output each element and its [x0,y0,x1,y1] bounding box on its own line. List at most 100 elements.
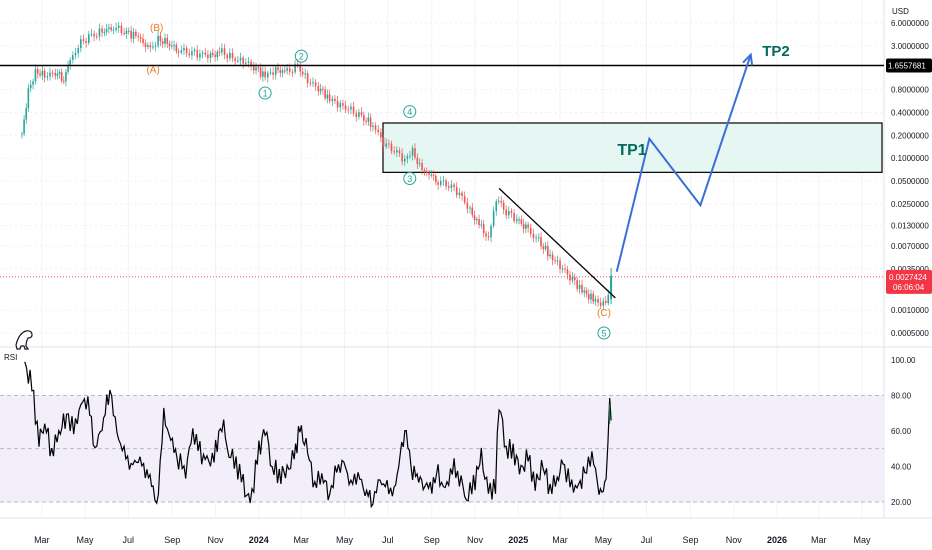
x-tick-label: Nov [207,535,224,545]
candle-body [23,119,25,134]
candle-body [279,69,282,73]
candle-body [180,50,183,53]
y-tick-label: 0.2000000 [891,131,929,140]
candle-body [209,53,212,59]
currency-label: USD [892,7,909,16]
tp1-zone [382,122,883,173]
candle-body [309,82,312,84]
candle-body [372,125,374,127]
candle-body [369,117,372,127]
candle-body [207,54,209,59]
candle-body [382,137,385,147]
resistance-tag [886,58,932,73]
candle-body [125,31,128,34]
candle-body [576,280,578,289]
x-tick-label: Nov [726,535,743,545]
candle-body [367,117,370,122]
candle-body [350,106,352,110]
wave-label: (B) [150,23,163,34]
candle-body [257,67,260,69]
candle-body [458,192,461,196]
candle-body [294,63,296,73]
candle-body [556,260,559,262]
candle-body [508,211,510,216]
y-tick-label: 0.0010000 [891,306,929,315]
candle-body [212,53,214,55]
candle-body [554,260,556,262]
candle-body [497,200,500,202]
candle-body [101,28,103,33]
candle-body [485,233,487,237]
candle-body [223,48,226,55]
candle-body [272,72,274,75]
candle-body [173,44,175,46]
x-tick-label: Nov [467,535,484,545]
candle-body [175,44,178,52]
rsi-tick-label: 60.00 [891,427,912,436]
wave-label: 3 [407,174,412,184]
candle-body [525,224,527,229]
candle-body [291,71,294,73]
candle-body [535,237,537,239]
candle-body [137,35,140,37]
candle-body [442,180,445,182]
candle-body [139,36,142,39]
candle-body [518,219,520,221]
candle-body [77,48,79,54]
candle-body [520,219,523,224]
y-tick-label: 6.0000000 [891,19,929,28]
y-tick-label: 0.0070000 [891,242,929,251]
candle-body [204,52,207,55]
wave-label: 5 [601,329,606,339]
candle-body [551,254,554,261]
wave-labels: TP1 TP2 (B) (A) 2 1 4 3 (C) 5 [146,23,790,340]
candle-body [49,72,51,77]
candle-body [344,105,347,110]
candle-body [510,211,513,214]
wave-label: (A) [146,65,159,76]
candle-body [352,106,355,114]
y-tick-label: 0.4000000 [891,108,929,117]
rsi-tick-label: 20.00 [891,498,912,507]
candle-body [221,48,223,53]
candle-body [306,73,309,83]
candle-body [252,66,255,71]
candle-body [473,215,476,221]
y-tick-label: 0.0005000 [891,329,929,338]
price-tag [886,269,932,294]
candle-body [250,61,252,67]
candle-body [380,132,382,138]
candle-body [60,72,63,82]
y-tick-label: 0.1000000 [891,154,929,163]
candle-body [445,180,447,187]
axes: Mar May Jul Sep Nov 2024 Mar May Jul Sep Nov 2025 Ma… [34,7,932,545]
candle-body [191,51,193,56]
candle-body [583,290,586,293]
candle-body [403,158,406,162]
candle-body [69,59,71,65]
price-tag-countdown: 06:06:04 [893,283,925,292]
candle-body [542,246,545,250]
candle-body [27,88,30,109]
candle-body [299,64,302,72]
candle-body [398,150,401,154]
icons [15,330,33,350]
candle-body [80,39,82,49]
candle-body [476,219,478,221]
candle-body [453,184,455,187]
candle-body [463,196,466,203]
candle-body [537,237,540,239]
candle-body [418,163,421,165]
candle-body [281,70,284,73]
candle-body [561,268,564,270]
candle-body [466,202,469,209]
candle-body [32,81,34,85]
candle-body [218,51,221,53]
candle-body [322,88,324,90]
candle-body [423,170,426,172]
candle-body [450,184,453,188]
candle-body [29,84,32,89]
candle-body [594,298,597,302]
tp1-label: TP1 [617,142,646,159]
candle-body [406,156,409,159]
